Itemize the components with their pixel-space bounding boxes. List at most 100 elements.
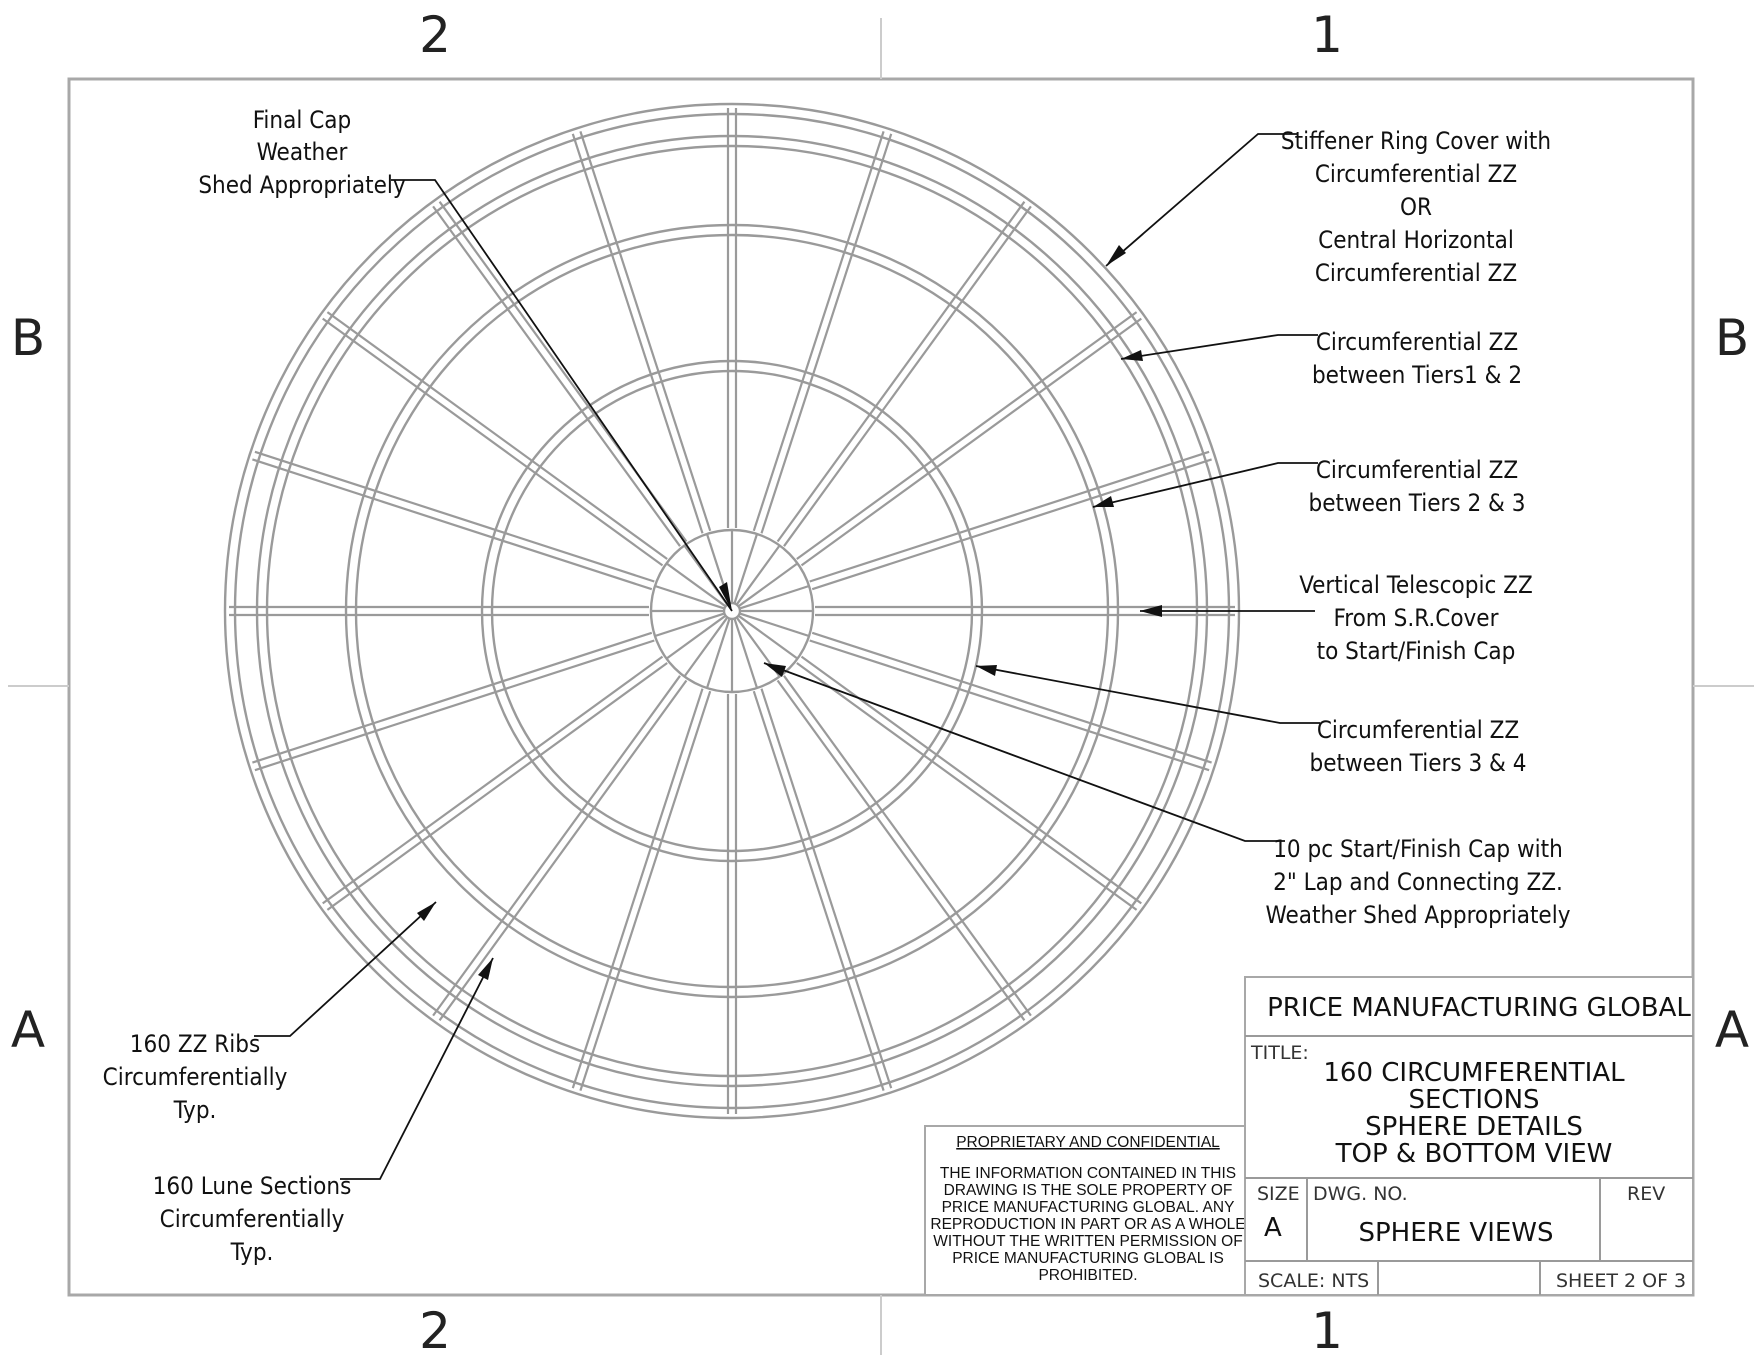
proprietary-line: DRAWING IS THE SOLE PROPERTY OF — [944, 1182, 1233, 1199]
leader-ribs — [254, 901, 437, 1037]
cap-segment-line — [738, 562, 799, 607]
title-line: SECTIONS — [1408, 1085, 1539, 1115]
rib-line — [322, 655, 664, 905]
rib-line — [322, 317, 664, 567]
callout-line: Weather Shed Appropriately — [1266, 901, 1571, 929]
callout-start-finish-cap: 10 pc Start/Finish Cap with 2" Lap and C… — [1266, 835, 1571, 929]
sheet-text: SHEET 2 OF 3 — [1556, 1270, 1686, 1292]
arrow-stiffener — [1106, 245, 1126, 266]
proprietary-line: REPRODUCTION IN PART OR AS A WHOLE — [930, 1216, 1245, 1233]
leader-start-cap — [763, 662, 1285, 842]
title-line: TOP & BOTTOM VIEW — [1335, 1139, 1613, 1169]
callout-line: Typ. — [173, 1096, 217, 1124]
size-label: SIZE — [1257, 1183, 1300, 1205]
rib-line — [432, 675, 681, 1017]
tier-2-3-zz-inner — [490, 369, 974, 853]
zone-label-2-bottom: 2 — [419, 1302, 451, 1355]
arrow-final-cap — [719, 582, 732, 611]
scale-text: SCALE: NTS — [1258, 1270, 1369, 1292]
arrow-tiers-1-2 — [1121, 350, 1143, 361]
tier-1-2-zz-outer — [344, 223, 1120, 999]
callout-line: Circumferential ZZ — [1316, 328, 1518, 356]
rib-line — [809, 639, 1210, 772]
rib-line — [783, 675, 1032, 1017]
callout-ribs: 160 ZZ Ribs Circumferentially Typ. — [103, 1030, 288, 1124]
cap-segment-line — [654, 584, 724, 610]
proprietary-line: PRICE MANUFACTURING GLOBAL. ANY — [942, 1199, 1235, 1216]
cap-segment-line — [738, 615, 799, 660]
callout-line: 160 ZZ Ribs — [130, 1030, 260, 1058]
tier-2-3-zz-outer — [480, 359, 984, 863]
leader-stiffener — [1105, 133, 1298, 267]
title-block-frame — [1244, 976, 1694, 1296]
arrow-ribs — [417, 902, 436, 921]
callout-tiers-3-4: Circumferential ZZ between Tiers 3 & 4 — [1310, 716, 1527, 777]
callout-line: Vertical Telescopic ZZ — [1299, 571, 1533, 599]
arrow-tiers-3-4 — [976, 665, 997, 676]
title-block: PRICE MANUFACTURING GLOBAL TITLE: 160 CI… — [1244, 976, 1694, 1296]
title-label: TITLE: — [1250, 1042, 1309, 1064]
callout-line: Circumferential ZZ — [1316, 456, 1518, 484]
rib-line — [760, 688, 893, 1089]
callout-line: between Tiers 2 & 3 — [1309, 489, 1526, 517]
leader-final-cap — [391, 179, 733, 612]
proprietary-line: THE INFORMATION CONTAINED IN THIS — [940, 1165, 1236, 1182]
rib-line — [752, 131, 885, 532]
size-value: A — [1264, 1213, 1282, 1243]
rib-line — [796, 662, 1138, 911]
rib-line — [326, 311, 668, 560]
callout-line: Central Horizontal — [1318, 226, 1514, 254]
callout-line: Final Cap — [253, 106, 351, 134]
rib-line — [811, 458, 1212, 591]
rib-line — [252, 458, 653, 591]
rib-line — [809, 450, 1210, 583]
cap-segment-line — [740, 584, 810, 610]
cap-segment-line — [665, 615, 726, 660]
callout-line: Shed Appropriately — [198, 171, 406, 199]
callout-line: Circumferential ZZ — [1315, 259, 1517, 287]
rib-line — [326, 662, 668, 911]
callout-line: Circumferential ZZ — [1315, 160, 1517, 188]
title-line: 160 CIRCUMFERENTIAL — [1323, 1058, 1625, 1088]
cap-segment-line — [683, 617, 728, 678]
callout-line: 160 Lune Sections — [153, 1172, 352, 1200]
rev-label: REV — [1627, 1183, 1665, 1205]
callout-line: Circumferentially — [160, 1205, 345, 1233]
rib-line — [752, 690, 885, 1091]
cap-segment-line — [705, 619, 731, 689]
cap-segment-line — [736, 544, 781, 605]
callout-final-cap: Final Cap Weather Shed Appropriately — [198, 106, 406, 199]
proprietary-heading: PROPRIETARY AND CONFIDENTIAL — [956, 1134, 1220, 1151]
title-line: SPHERE DETAILS — [1365, 1112, 1583, 1142]
rib-line — [760, 133, 893, 534]
cap-segment-line — [654, 612, 724, 638]
zone-label-1-bottom: 1 — [1311, 1302, 1343, 1355]
rib-line — [579, 690, 712, 1091]
proprietary-box — [924, 1125, 1246, 1296]
proprietary-line: WITHOUT THE WRITTEN PERMISSION OF — [933, 1233, 1242, 1250]
callout-vertical-zz: Vertical Telescopic ZZ From S.R.Cover to… — [1299, 571, 1533, 665]
cap-segment-line — [733, 533, 759, 603]
rib-line — [254, 450, 655, 583]
rib-line — [811, 631, 1212, 764]
callout-line: From S.R.Cover — [1334, 604, 1499, 632]
proprietary-line: PRICE MANUFACTURING GLOBAL IS — [952, 1250, 1224, 1267]
rib-line — [796, 311, 1138, 560]
rib-lines — [229, 108, 1235, 1114]
callout-line: Circumferential ZZ — [1317, 716, 1519, 744]
cap-segment-line — [733, 619, 759, 689]
final-cap — [722, 601, 742, 621]
zone-label-1-top: 1 — [1311, 6, 1343, 64]
callout-tiers-2-3: Circumferential ZZ between Tiers 2 & 3 — [1309, 456, 1526, 517]
company-name: PRICE MANUFACTURING GLOBAL — [1267, 993, 1691, 1023]
zone-label-a-right: A — [1715, 1001, 1749, 1059]
callout-lunes: 160 Lune Sections Circumferentially Typ. — [153, 1172, 352, 1266]
callout-line: between Tiers1 & 2 — [1312, 361, 1522, 389]
rib-line — [438, 679, 688, 1021]
dwg-no-value: SPHERE VIEWS — [1358, 1218, 1553, 1248]
rib-line — [432, 205, 681, 547]
leaders — [254, 133, 1320, 1180]
callout-stiffener-ring: Stiffener Ring Cover with Circumferentia… — [1281, 127, 1551, 287]
leader-lunes — [340, 957, 494, 1180]
